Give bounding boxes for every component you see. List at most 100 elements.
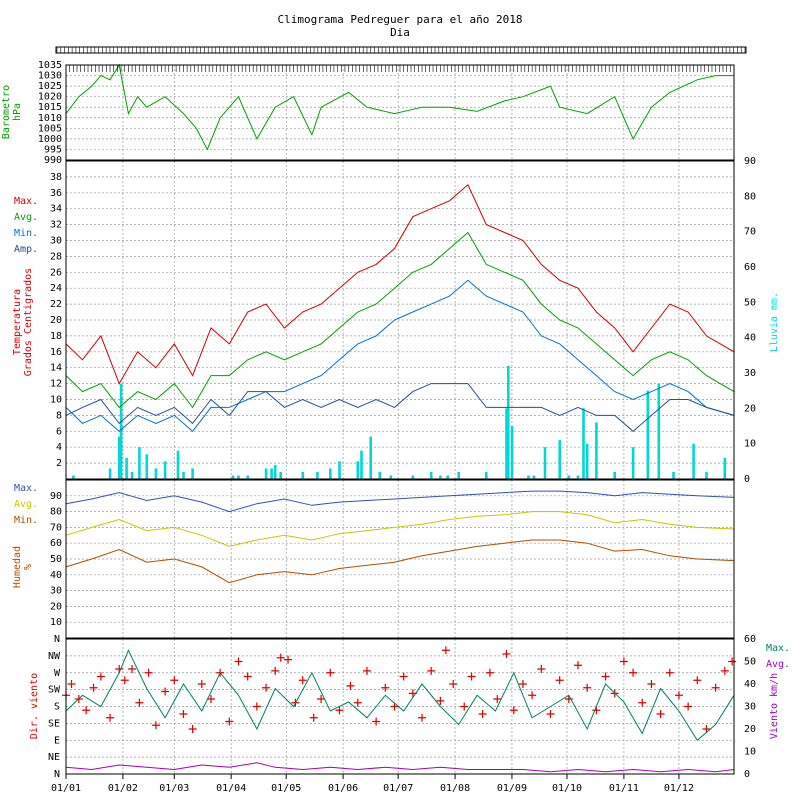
data-layer <box>62 63 737 773</box>
wind-direction-tick-label: SW <box>48 685 61 696</box>
wind-direction-point <box>197 680 206 688</box>
wind-speed-tick-label: 50 <box>744 657 756 668</box>
humidity-tick-label: 70 <box>50 522 62 533</box>
temperature-tick-label: 26 <box>50 267 62 278</box>
wind-direction-point <box>353 698 362 707</box>
humidity-avg-line <box>65 511 735 547</box>
rain-bar <box>237 475 240 479</box>
rain-bar <box>108 468 112 479</box>
rain-bar <box>429 471 433 479</box>
rain-bar <box>369 436 372 479</box>
barometer-tick-label: 1030 <box>38 71 62 82</box>
temp-avg-line <box>65 231 735 409</box>
humidity-tick-label: 80 <box>50 507 62 518</box>
wind-direction-point <box>493 695 502 703</box>
wind-direction-point <box>372 717 381 726</box>
rain-tick-label: 70 <box>744 227 756 238</box>
rain-tick-label: 40 <box>744 333 756 344</box>
rain-bar <box>505 408 508 479</box>
wind-legend-max: Max. <box>766 643 790 654</box>
wind-direction-point <box>518 680 527 688</box>
rain-bar <box>532 475 536 479</box>
wind-direction-point <box>390 702 399 711</box>
humidity-tick-label: 60 <box>50 538 62 549</box>
temp-max-line <box>65 183 735 385</box>
rain-tick-label: 80 <box>744 191 756 202</box>
wind-direction-point <box>674 691 683 700</box>
temperature-tick-label: 10 <box>50 395 62 406</box>
barometer-axis-label: Barometro <box>1 85 12 139</box>
wind-direction-point <box>441 646 450 655</box>
wind-direction-point <box>317 695 326 703</box>
wind-speed-tick-label: 0 <box>744 769 750 780</box>
humidity-legend-entry: Min. <box>14 515 38 526</box>
temp-min-line <box>65 279 735 433</box>
wind-direction-point <box>693 676 702 685</box>
wind-direction-point <box>252 702 261 711</box>
panel-frame-4 <box>65 638 735 775</box>
wind-direction-point <box>309 713 318 722</box>
temperature-legend-entry: Avg. <box>14 212 38 223</box>
rain-tick-label: 60 <box>744 262 756 273</box>
wind-direction-point <box>583 683 592 692</box>
rain-bar <box>672 471 675 479</box>
wind-direction-point <box>399 672 408 681</box>
humidity-tick-label: 10 <box>50 617 62 628</box>
temperature-tick-label: 30 <box>50 236 62 247</box>
wind-direction-point <box>144 668 153 677</box>
rain-bar <box>176 450 180 479</box>
wind-direction-point <box>720 666 729 675</box>
rain-axis-label: Lluvia mm. <box>769 292 780 352</box>
rain-bar <box>646 390 650 479</box>
rain-bar <box>692 443 695 479</box>
rain-bar <box>657 383 661 479</box>
temperature-tick-label: 38 <box>50 172 62 183</box>
rain-bar <box>510 426 514 479</box>
wind-direction-tick-label: W <box>54 668 61 679</box>
wind-direction-point <box>619 657 628 666</box>
wind-direction-point <box>106 713 115 722</box>
wind-direction-point <box>96 672 105 681</box>
wind-avg-line <box>65 762 735 773</box>
wind-direction-point <box>546 710 555 718</box>
wind-direction-point <box>243 672 252 681</box>
rain-tick-label: 30 <box>744 368 756 379</box>
temperature-tick-label: 20 <box>50 315 62 326</box>
temperature-legend-entry: Min. <box>14 228 38 239</box>
temperature-axis-label: Temperatura <box>12 289 23 355</box>
temperature-legend-entry: Max. <box>14 196 38 207</box>
rain-bar <box>182 471 185 479</box>
temperature-tick-label: 22 <box>50 299 62 310</box>
rain-bar <box>119 383 123 479</box>
rain-tick-label: 0 <box>744 474 750 485</box>
rain-tick-label: 20 <box>744 403 756 414</box>
humidity-tick-label: 40 <box>50 570 62 581</box>
wind-direction-point <box>326 668 335 677</box>
barometer-tick-label: 1035 <box>38 60 62 71</box>
chart-subtitle: Dia <box>390 26 410 39</box>
rain-bar <box>154 468 158 479</box>
wind-direction-point <box>67 680 76 688</box>
rain-bar <box>582 408 585 479</box>
wind-direction-axis-label: Dir. viento <box>29 673 40 739</box>
wind-direction-tick-label: SE <box>48 718 60 729</box>
rain-bar <box>72 475 75 479</box>
temperature-tick-label: 16 <box>50 347 62 358</box>
month-label: 01/06 <box>328 783 358 794</box>
barometer-tick-label: 1000 <box>38 134 62 145</box>
rain-bar <box>558 440 561 479</box>
humidity-legend-entry: Avg. <box>14 499 38 510</box>
temp-amp-line <box>65 383 735 432</box>
barometer-tick-label: 995 <box>44 144 62 155</box>
wind-direction-tick-label: E <box>54 735 60 746</box>
wind-direction-point <box>135 698 144 707</box>
month-label: 01/10 <box>552 783 582 794</box>
rain-bar <box>595 422 598 479</box>
month-label: 01/01 <box>51 783 81 794</box>
temperature-tick-label: 24 <box>50 283 62 294</box>
rain-bar <box>338 461 341 479</box>
temperature-tick-label: 36 <box>50 188 62 199</box>
rain-bar <box>117 436 121 479</box>
wind-direction-point <box>298 676 307 685</box>
